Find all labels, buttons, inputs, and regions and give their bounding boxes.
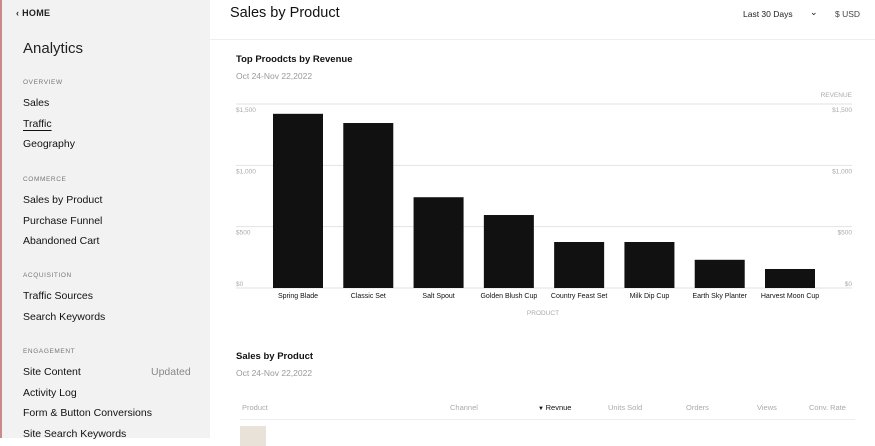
- y-tick-label-left: $1,500: [236, 107, 256, 114]
- x-tick-label: Classic Set: [351, 293, 386, 300]
- y-tick-label-right: $1,500: [832, 107, 852, 114]
- chart-title: Top Proodcts by Revenue: [236, 54, 353, 65]
- sidebar-item-form-button-conversions[interactable]: Form & Button Conversions: [23, 407, 152, 420]
- sort-desc-icon: ▼: [538, 406, 546, 412]
- x-tick-label: Milk Dip Cup: [630, 293, 670, 300]
- y-tick-label-right: $0: [845, 281, 853, 288]
- chart-date-range: Oct 24-Nov 22,2022: [236, 71, 313, 81]
- bar: [554, 242, 605, 288]
- column-header[interactable]: Channel: [450, 403, 478, 412]
- bar: [694, 259, 745, 288]
- x-axis-label: PRODUCT: [527, 310, 559, 317]
- x-tick-label: Salt Spout: [422, 293, 454, 300]
- bar: [483, 215, 534, 288]
- column-header[interactable]: Units Sold: [608, 403, 643, 412]
- table-date-range: Oct 24-Nov 22,2022: [236, 368, 313, 378]
- column-label: Revnue: [545, 403, 572, 412]
- sidebar-item-site-search-keywords[interactable]: Site Search Keywords: [23, 428, 127, 441]
- column-header[interactable]: Views: [757, 403, 777, 412]
- x-tick-label: Spring Blade: [278, 293, 318, 300]
- sidebar-item-traffic-sources[interactable]: Traffic Sources: [23, 290, 94, 302]
- sidebar-item-search-keywords[interactable]: Search Keywords: [23, 310, 106, 323]
- x-tick-label: Earth Sky Planter: [692, 293, 747, 300]
- bar: [413, 197, 464, 288]
- app-title: Analytics: [23, 40, 84, 57]
- sidebar-item-traffic[interactable]: Traffic: [23, 117, 52, 130]
- section-header: COMMERCE: [23, 176, 67, 183]
- section-header: ENGAGEMENT: [23, 348, 76, 355]
- x-tick-label: Country Feast Set: [551, 293, 607, 300]
- sidebar-item-geography[interactable]: Geography: [23, 138, 75, 151]
- home-link[interactable]: ‹ HOME: [16, 8, 50, 18]
- y-axis-label: REVENUE: [821, 92, 853, 99]
- updated-badge: Updated: [151, 366, 191, 378]
- y-tick-label-left: $1,000: [236, 168, 256, 175]
- bar: [624, 242, 675, 288]
- page-title: Sales by Product: [230, 5, 340, 21]
- divider: [210, 39, 875, 40]
- table-title: Sales by Product: [236, 351, 314, 362]
- main: Sales by Product Last 30 Days ⌄ $ USD To…: [210, 0, 875, 446]
- currency-select[interactable]: $ USD: [835, 9, 861, 19]
- chevron-left-icon: ‹: [16, 8, 23, 18]
- y-tick-label-left: $0: [236, 281, 244, 288]
- sidebar-item-sales-by-product[interactable]: Sales by Product: [23, 194, 103, 206]
- table-divider: [240, 419, 855, 420]
- sidebar-item-abandoned-cart[interactable]: Abandoned Cart: [23, 235, 100, 248]
- sidebar: ‹ HOME Analytics OVERVIEW Sales Traffic Geo…: [0, 0, 210, 441]
- section-header: OVERVIEW: [23, 79, 63, 86]
- column-header[interactable]: ▼ Revnue: [538, 403, 571, 412]
- y-tick-label-right: $500: [838, 230, 853, 237]
- column-header[interactable]: Product: [242, 403, 268, 412]
- product-thumbnail: [240, 426, 266, 446]
- x-tick-label: Harvest Moon Cup: [761, 293, 819, 300]
- sidebar-item-sales[interactable]: Sales: [23, 97, 50, 109]
- x-tick-label: Golden Blush Cup: [480, 293, 537, 300]
- sidebar-item-site-content[interactable]: Site Content: [23, 366, 81, 378]
- bar: [765, 268, 815, 288]
- bar: [273, 113, 323, 289]
- chevron-down-icon[interactable]: ⌄: [810, 7, 818, 17]
- home-label: HOME: [22, 8, 51, 18]
- sidebar-item-activity-log[interactable]: Activity Log: [23, 386, 77, 399]
- y-tick-label-left: $500: [236, 230, 251, 237]
- date-range-select[interactable]: Last 30 Days: [743, 9, 793, 19]
- sidebar-item-purchase-funnel[interactable]: Purchase Funnel: [23, 214, 103, 227]
- bar: [343, 123, 394, 288]
- section-header: ACQUISITION: [23, 272, 72, 279]
- y-tick-label-right: $1,000: [832, 168, 852, 175]
- revenue-bar-chart: $0 $0 $500 $500 $1,000 $1,000 $1,500 $1,500 REVE…: [236, 92, 853, 317]
- column-header[interactable]: Orders: [686, 403, 709, 412]
- column-header[interactable]: Conv. Rate: [809, 403, 846, 412]
